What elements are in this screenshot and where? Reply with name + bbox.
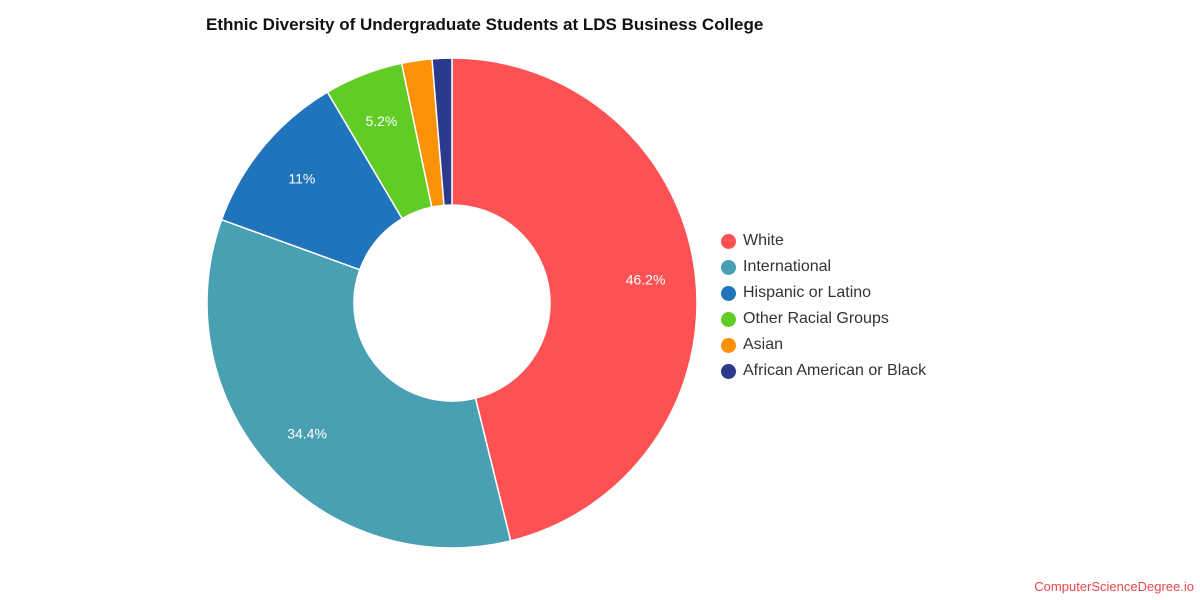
legend-label: White xyxy=(743,232,784,249)
legend-swatch xyxy=(721,233,736,249)
legend-swatch xyxy=(721,285,736,301)
donut-slices xyxy=(206,57,698,549)
slice-label-white: 46.2% xyxy=(626,271,666,287)
slice-label-other-racial-groups: 5.2% xyxy=(365,113,397,129)
legend-label: Asian xyxy=(743,336,784,353)
source-watermark[interactable]: ComputerScienceDegree.io xyxy=(1034,579,1194,594)
legend-item-white[interactable]: White xyxy=(721,228,926,254)
donut-slice-labels: 46.2% 34.4% 11% 5.2% xyxy=(287,113,665,441)
legend-label: Hispanic or Latino xyxy=(743,284,872,301)
chart-title: Ethnic Diversity of Undergraduate Studen… xyxy=(206,15,764,34)
legend-item-african-american-or-black[interactable]: African American or Black xyxy=(721,358,926,384)
slice-label-hispanic-or-latino: 11% xyxy=(288,171,315,187)
slice-international[interactable] xyxy=(206,218,512,549)
legend-swatch xyxy=(721,311,736,327)
slice-label-international: 34.4% xyxy=(287,425,327,441)
legend-label: African American or Black xyxy=(743,362,927,379)
legend-item-hispanic-or-latino[interactable]: Hispanic or Latino xyxy=(721,280,926,306)
legend-item-asian[interactable]: Asian xyxy=(721,332,926,358)
legend-swatch xyxy=(721,259,736,275)
chart-legend: White International Hispanic or Latino Othe… xyxy=(721,228,926,384)
legend-label: Other Racial Groups xyxy=(743,310,889,327)
legend-item-international[interactable]: International xyxy=(721,254,926,280)
slice-african-american-or-black[interactable] xyxy=(431,57,453,207)
legend-swatch xyxy=(721,363,736,379)
slice-white[interactable] xyxy=(451,57,698,542)
legend-item-other-racial-groups[interactable]: Other Racial Groups xyxy=(721,306,926,332)
legend-swatch xyxy=(721,337,736,353)
legend-label: International xyxy=(743,258,832,275)
